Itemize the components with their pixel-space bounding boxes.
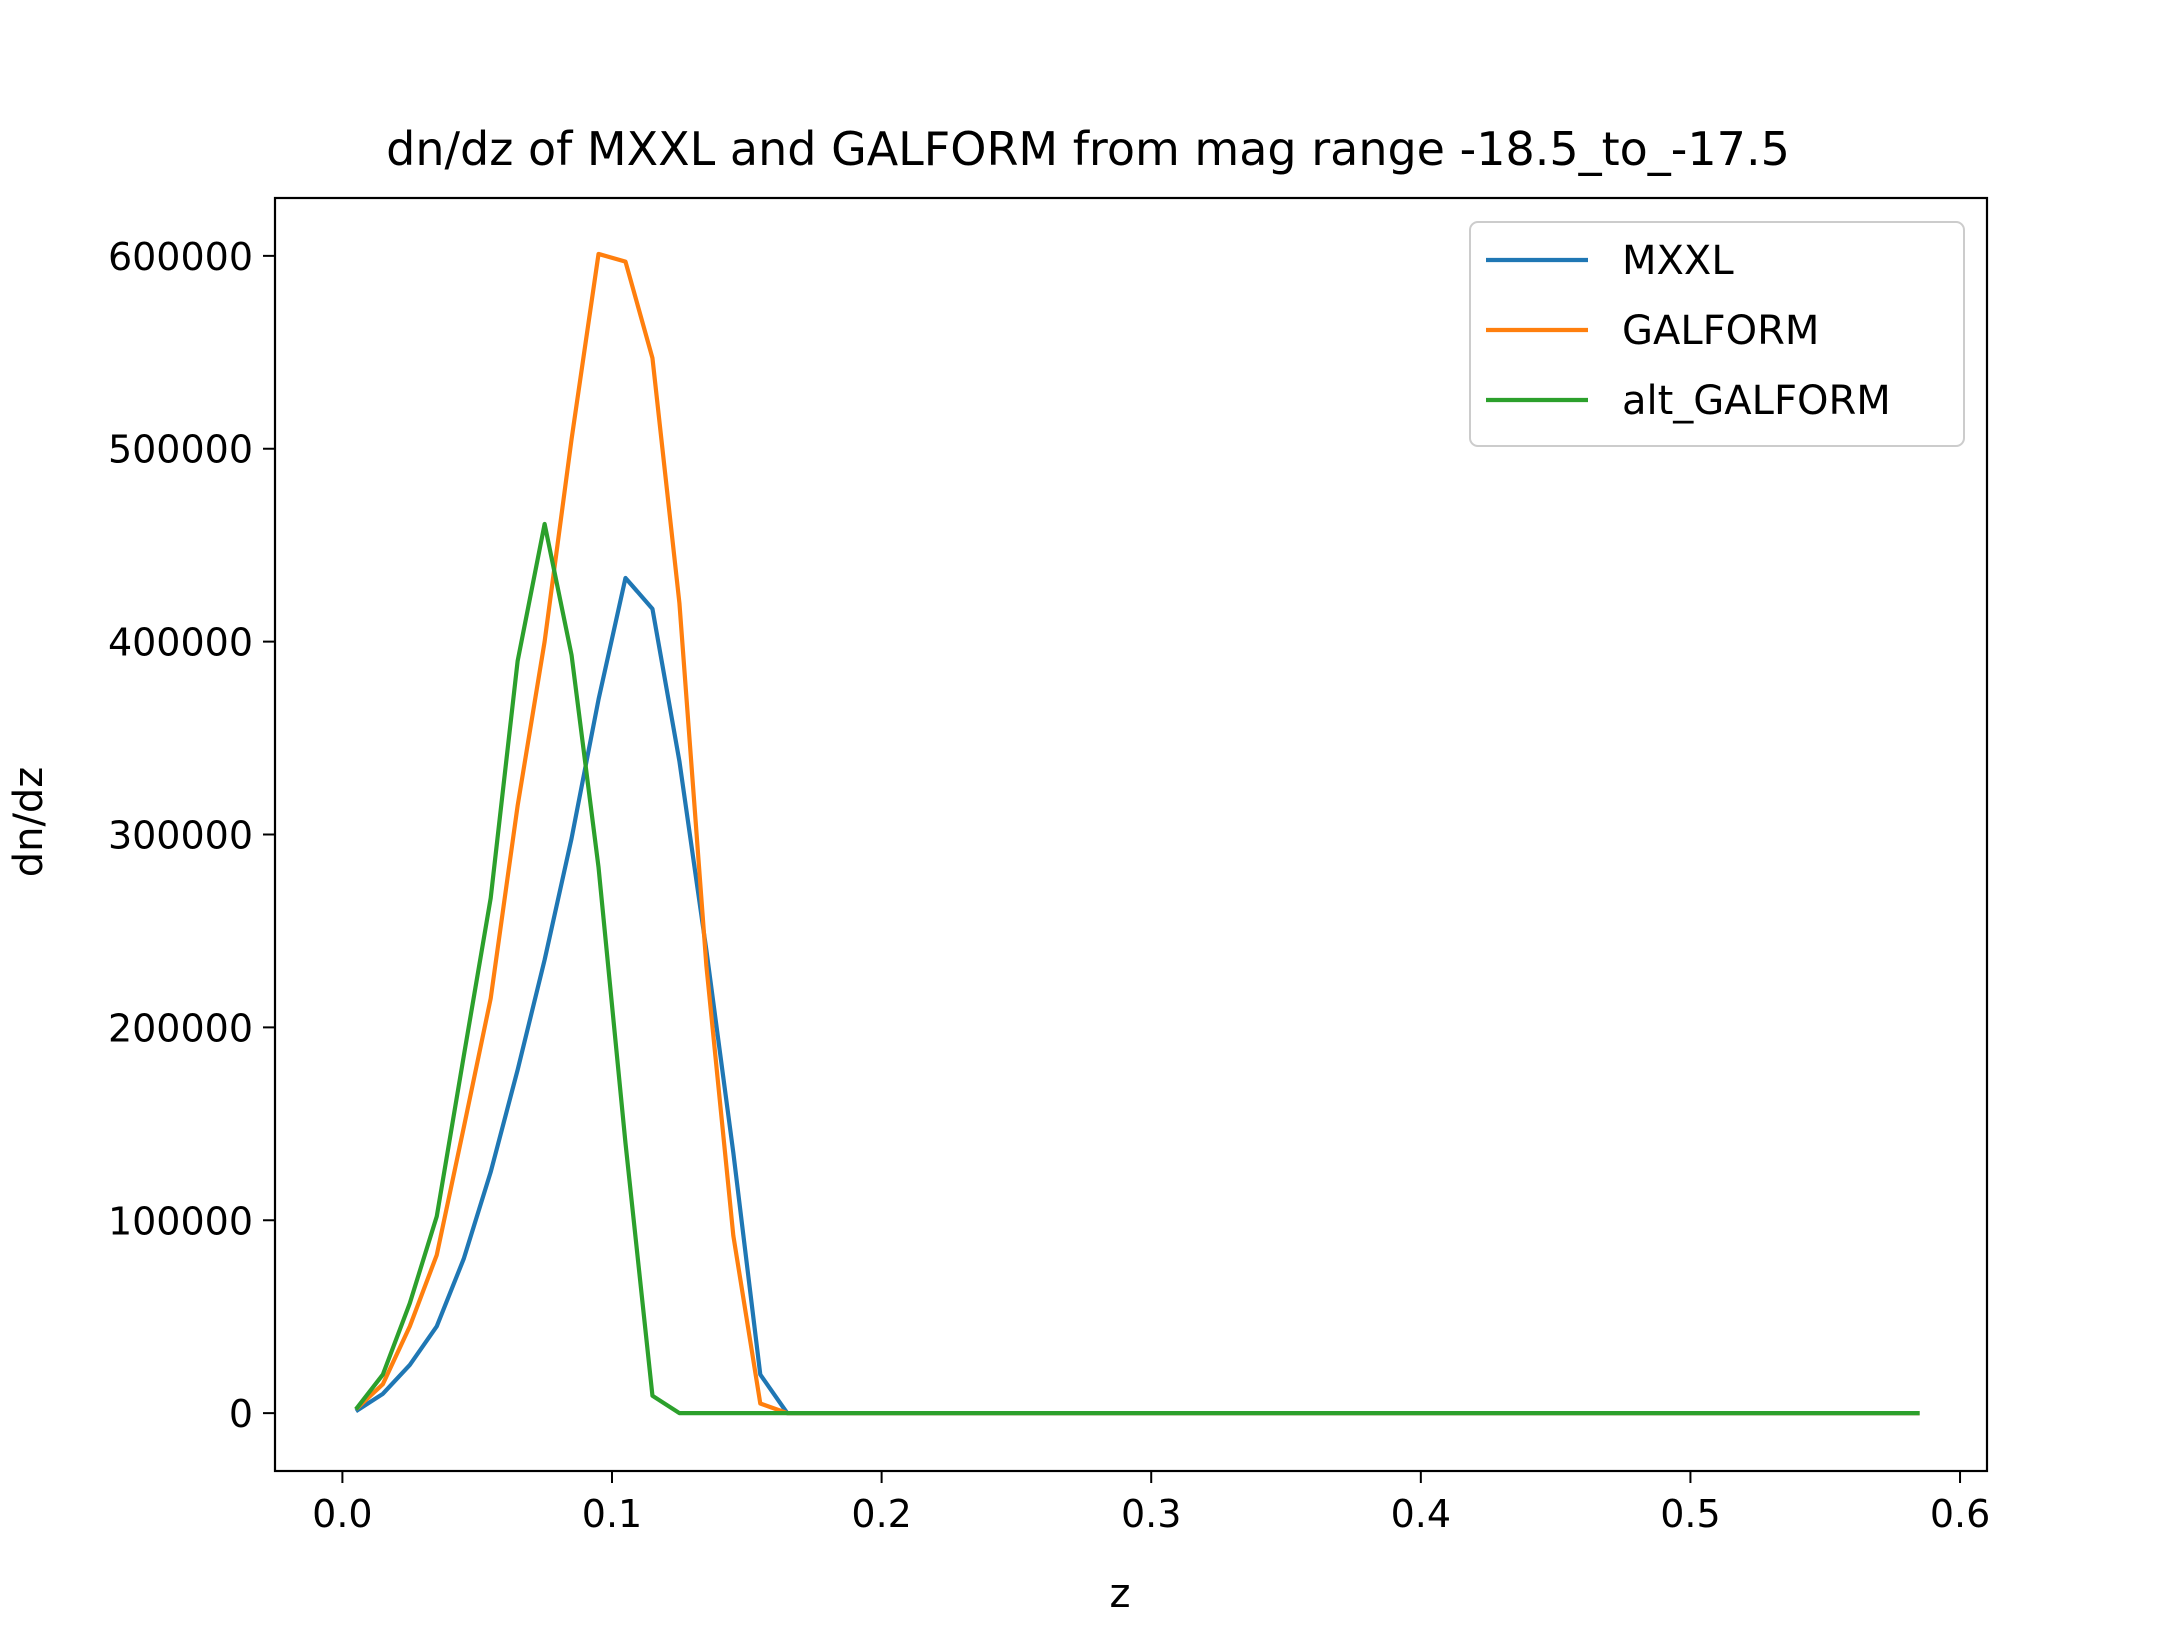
axis-ticks: 0.0 0.1 0.2 0.3 0.4 0.5 0.6 0 100000 200000 300000… — [108, 235, 1990, 1536]
x-tick-label: 0.6 — [1930, 1492, 1990, 1536]
y-tick-label: 200000 — [108, 1006, 253, 1050]
chart-title: dn/dz of MXXL and GALFORM from mag range… — [386, 122, 1790, 176]
x-tick-label: 0.0 — [312, 1492, 372, 1536]
plot-area — [354, 251, 1920, 1416]
x-tick-label: 0.5 — [1660, 1492, 1720, 1536]
y-tick-label: 400000 — [108, 621, 253, 665]
x-tick-label: 0.4 — [1391, 1492, 1451, 1536]
y-tick-label: 300000 — [108, 814, 253, 858]
x-axis-label: z — [1110, 1571, 1131, 1617]
legend-label: alt_GALFORM — [1622, 378, 1891, 424]
y-tick-label: 0 — [229, 1392, 253, 1436]
y-tick-label: 100000 — [108, 1199, 253, 1243]
x-tick-label: 0.3 — [1121, 1492, 1181, 1536]
series-line-alt-galform — [354, 521, 1920, 1416]
x-tick-label: 0.1 — [582, 1492, 642, 1536]
legend-label: GALFORM — [1622, 308, 1819, 354]
x-tick-label: 0.2 — [851, 1492, 911, 1536]
legend-label: MXXL — [1622, 238, 1734, 284]
y-tick-label: 600000 — [108, 235, 253, 279]
y-axis-label: dn/dz — [6, 767, 52, 878]
y-tick-label: 500000 — [108, 428, 253, 472]
legend: MXXL GALFORM alt_GALFORM — [1469, 221, 1965, 447]
legend-box — [1469, 221, 1965, 447]
